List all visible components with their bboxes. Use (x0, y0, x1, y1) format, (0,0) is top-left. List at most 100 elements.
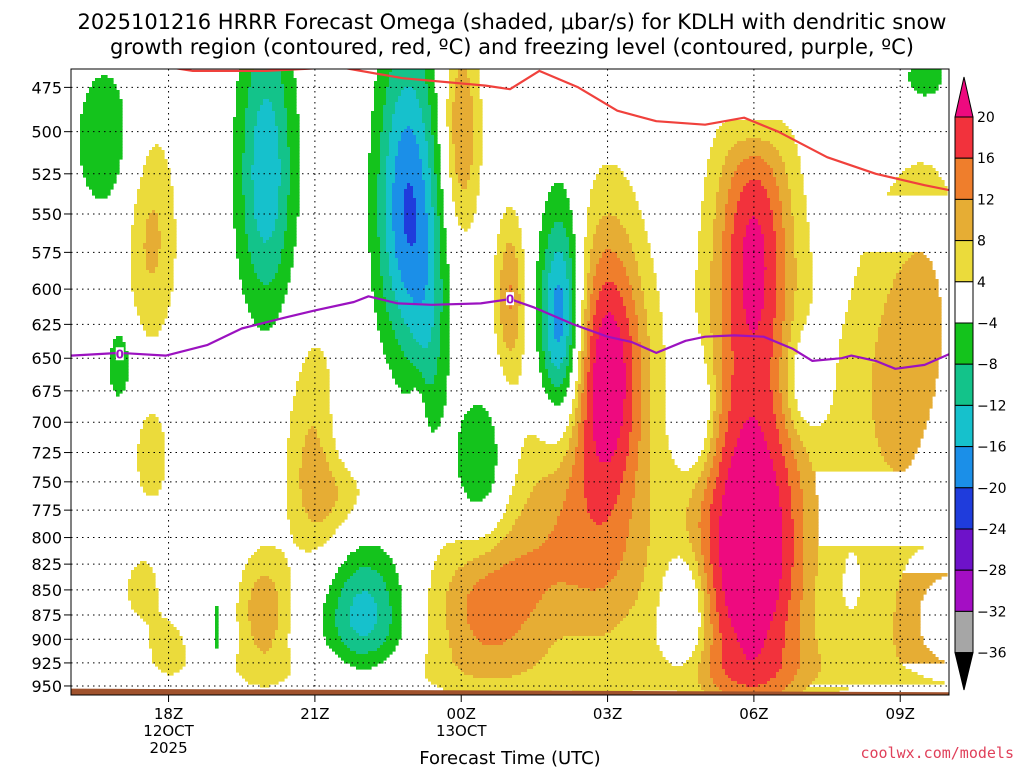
omega-cell (254, 270, 279, 274)
omega-cell (392, 324, 408, 328)
omega-cell (644, 303, 660, 307)
omega-cell (86, 96, 120, 100)
omega-cell (287, 507, 306, 511)
omega-cell (428, 342, 441, 346)
omega-cell (485, 576, 615, 580)
omega-cell (698, 255, 714, 259)
omega-cell (323, 627, 339, 631)
omega-cell (626, 462, 639, 466)
omega-cell (518, 279, 525, 283)
omega-cell (707, 483, 717, 487)
omega-cell (215, 618, 219, 622)
omega-cell (149, 624, 174, 628)
omega-cell (308, 351, 324, 355)
omega-cell (500, 231, 522, 235)
omega-cell (695, 555, 705, 559)
omega-cell (416, 225, 429, 229)
omega-cell (791, 441, 804, 445)
omega-cell (815, 579, 843, 583)
omega-cell (401, 279, 429, 283)
omega-cell (242, 180, 255, 184)
omega-cell (422, 162, 429, 166)
omega-cell (323, 450, 339, 454)
omega-cell (773, 228, 786, 232)
omega-cell (425, 414, 444, 418)
omega-cell (590, 336, 600, 340)
omega-cell (800, 648, 819, 652)
omega-cell (575, 387, 579, 391)
omega-cell (377, 609, 393, 613)
omega-cell (698, 243, 714, 247)
omega-cell (776, 267, 786, 271)
omega-cell (749, 219, 759, 223)
omega-cell (611, 459, 627, 463)
omega-cell (641, 420, 651, 424)
omega-cell (743, 648, 762, 652)
omega-cell (386, 249, 396, 253)
omega-cell (617, 624, 657, 628)
omega-cell (422, 174, 432, 178)
omega-cell (518, 459, 564, 463)
omega-cell (518, 468, 558, 472)
omega-cell (431, 174, 438, 178)
omega-cell (722, 279, 732, 283)
omega-cell (782, 534, 795, 538)
omega-cell (110, 363, 129, 367)
omega-cell (572, 435, 579, 439)
omega-cell (710, 561, 720, 565)
omega-cell (767, 192, 780, 196)
omega-cell (602, 324, 618, 328)
omega-cell (401, 132, 414, 136)
omega-cell (434, 279, 444, 283)
omega-cell (566, 450, 576, 454)
omega-cell (509, 531, 552, 535)
omega-cell (719, 525, 783, 529)
omega-cell (821, 663, 903, 667)
omega-cell (89, 90, 120, 94)
omega-cell (287, 222, 297, 226)
omega-cell (716, 450, 723, 454)
omega-cell (245, 141, 255, 145)
omega-cell (254, 195, 279, 199)
omega-cell (512, 489, 534, 493)
omega-cell (563, 312, 570, 316)
omega-cell (635, 303, 645, 307)
omega-cell (644, 579, 663, 583)
omega-cell (722, 321, 732, 325)
omega-cell (437, 204, 444, 208)
omega-cell (830, 411, 873, 415)
omega-cell (518, 321, 525, 325)
omega-cell (587, 216, 603, 220)
omega-cell (896, 645, 927, 649)
omega-cell (386, 237, 396, 241)
omega-cell (287, 132, 300, 136)
omega-cell (761, 318, 774, 322)
omega-cell (563, 432, 573, 436)
omega-cell (161, 243, 177, 247)
omega-cell (410, 294, 426, 298)
omega-cell (419, 150, 429, 154)
omega-cell (722, 399, 732, 403)
omega-cell (245, 207, 255, 211)
omega-cell (758, 327, 774, 331)
omega-cell (263, 282, 270, 286)
omega-cell (710, 408, 717, 412)
omega-cell (779, 372, 789, 376)
omega-cell (794, 291, 813, 295)
omega-cell (500, 354, 522, 358)
omega-cell (587, 276, 594, 280)
omega-cell (515, 474, 549, 478)
omega-cell (416, 231, 429, 235)
omega-cell (443, 294, 450, 298)
omega-cell (725, 600, 777, 604)
omega-cell (113, 342, 126, 346)
omega-cell (710, 384, 717, 388)
omega-cell (428, 225, 435, 229)
omega-cell (245, 567, 291, 571)
omega-cell (539, 660, 669, 664)
omega-cell (581, 369, 585, 373)
omega-cell (398, 339, 417, 343)
omega-cell (782, 660, 801, 664)
omega-cell (620, 492, 636, 496)
omega-cell (584, 459, 600, 463)
